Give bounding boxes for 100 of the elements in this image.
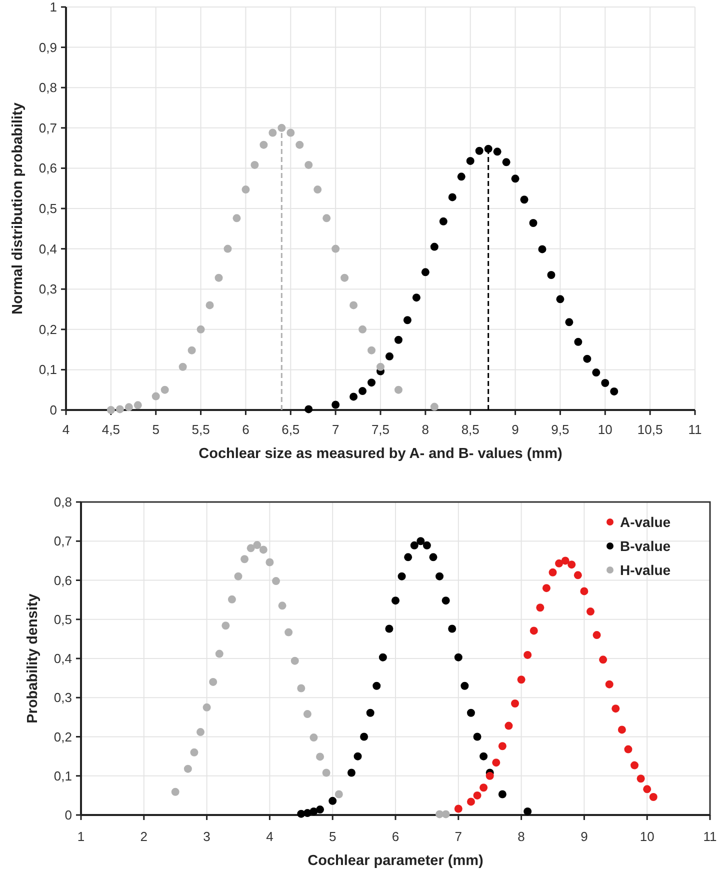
point bbox=[529, 219, 538, 228]
point bbox=[209, 678, 218, 686]
point bbox=[610, 387, 618, 396]
point bbox=[116, 405, 124, 414]
point bbox=[206, 301, 214, 310]
point bbox=[347, 768, 356, 777]
point bbox=[240, 555, 249, 564]
y-tick-label: 1 bbox=[50, 0, 57, 14]
point bbox=[524, 650, 532, 659]
x-tick-label: 5 bbox=[328, 829, 336, 844]
point bbox=[492, 758, 500, 767]
x-tick-label: 3 bbox=[203, 829, 210, 844]
point bbox=[410, 541, 418, 550]
point bbox=[134, 401, 142, 410]
x-tick-label: 10 bbox=[598, 422, 612, 437]
point bbox=[480, 784, 488, 792]
x-tick-label: 4 bbox=[62, 422, 70, 437]
y-tick-label: 0,5 bbox=[54, 612, 72, 627]
point bbox=[358, 387, 367, 396]
point bbox=[630, 761, 639, 770]
point bbox=[439, 217, 448, 226]
y-axis-title: Probability density bbox=[25, 594, 41, 724]
point bbox=[466, 798, 475, 806]
point bbox=[278, 602, 286, 610]
point bbox=[457, 172, 466, 181]
x-tick-label: 11 bbox=[703, 829, 717, 844]
x-tick-label: 1 bbox=[77, 829, 85, 844]
x-tick-label: 9 bbox=[512, 422, 519, 437]
point bbox=[480, 752, 488, 760]
point bbox=[547, 270, 556, 279]
point bbox=[416, 537, 425, 546]
point bbox=[536, 604, 544, 612]
x-tick-label: 10 bbox=[640, 829, 654, 844]
point bbox=[224, 244, 232, 253]
point bbox=[196, 728, 205, 736]
point bbox=[314, 186, 322, 194]
point bbox=[106, 406, 115, 414]
point bbox=[624, 745, 632, 754]
legend-label: H-value bbox=[620, 562, 671, 578]
point bbox=[511, 699, 520, 708]
y-tick-label: 0,4 bbox=[54, 651, 72, 666]
point bbox=[188, 346, 196, 354]
point bbox=[442, 596, 450, 605]
point bbox=[392, 596, 400, 605]
point bbox=[296, 140, 304, 149]
point bbox=[612, 704, 620, 713]
point bbox=[372, 682, 381, 690]
point bbox=[246, 544, 255, 552]
point bbox=[601, 379, 610, 387]
point bbox=[332, 244, 340, 253]
y-tick-label: 0,3 bbox=[54, 690, 72, 706]
point bbox=[250, 160, 259, 169]
point bbox=[350, 301, 358, 310]
point bbox=[398, 572, 406, 580]
point bbox=[215, 650, 224, 658]
point bbox=[266, 558, 274, 566]
point bbox=[448, 624, 456, 633]
point bbox=[574, 571, 582, 580]
point bbox=[517, 676, 526, 684]
point bbox=[473, 791, 482, 800]
y-tick-label: 0,9 bbox=[38, 40, 57, 55]
point bbox=[530, 626, 538, 635]
point bbox=[278, 124, 286, 132]
y-tick-label: 0,1 bbox=[54, 768, 72, 784]
point bbox=[422, 541, 431, 550]
y-tick-label: 0,2 bbox=[38, 322, 57, 337]
y-tick-label: 0,5 bbox=[38, 201, 57, 216]
point bbox=[368, 378, 376, 387]
point bbox=[430, 242, 438, 251]
point bbox=[124, 403, 133, 412]
point bbox=[404, 553, 412, 562]
point bbox=[498, 790, 506, 798]
point bbox=[421, 268, 430, 276]
x-tick-label: 6 bbox=[242, 422, 250, 437]
x-tick-label: 5,5 bbox=[192, 422, 210, 437]
x-axis-title: Cochlear size as measured by A- and B- values (mm) bbox=[198, 446, 563, 462]
point bbox=[268, 128, 277, 137]
point bbox=[385, 352, 394, 360]
y-tick-label: 0,8 bbox=[54, 494, 72, 510]
point bbox=[242, 186, 250, 194]
point bbox=[466, 156, 474, 165]
point bbox=[538, 245, 546, 254]
point bbox=[358, 325, 367, 334]
x-tick-label: 4,5 bbox=[102, 422, 120, 437]
point bbox=[316, 806, 324, 814]
point bbox=[316, 752, 324, 761]
point bbox=[430, 402, 438, 411]
point bbox=[272, 577, 280, 586]
point bbox=[542, 584, 550, 592]
point bbox=[454, 653, 462, 662]
point bbox=[222, 622, 230, 630]
point bbox=[599, 656, 608, 664]
point bbox=[360, 732, 368, 741]
point bbox=[322, 214, 331, 222]
y-tick-label: 0,8 bbox=[38, 80, 57, 96]
point bbox=[636, 774, 645, 783]
x-axis-title: Cochlear parameter (mm) bbox=[308, 853, 484, 869]
point bbox=[350, 392, 358, 401]
point bbox=[565, 318, 574, 326]
point bbox=[259, 546, 268, 554]
